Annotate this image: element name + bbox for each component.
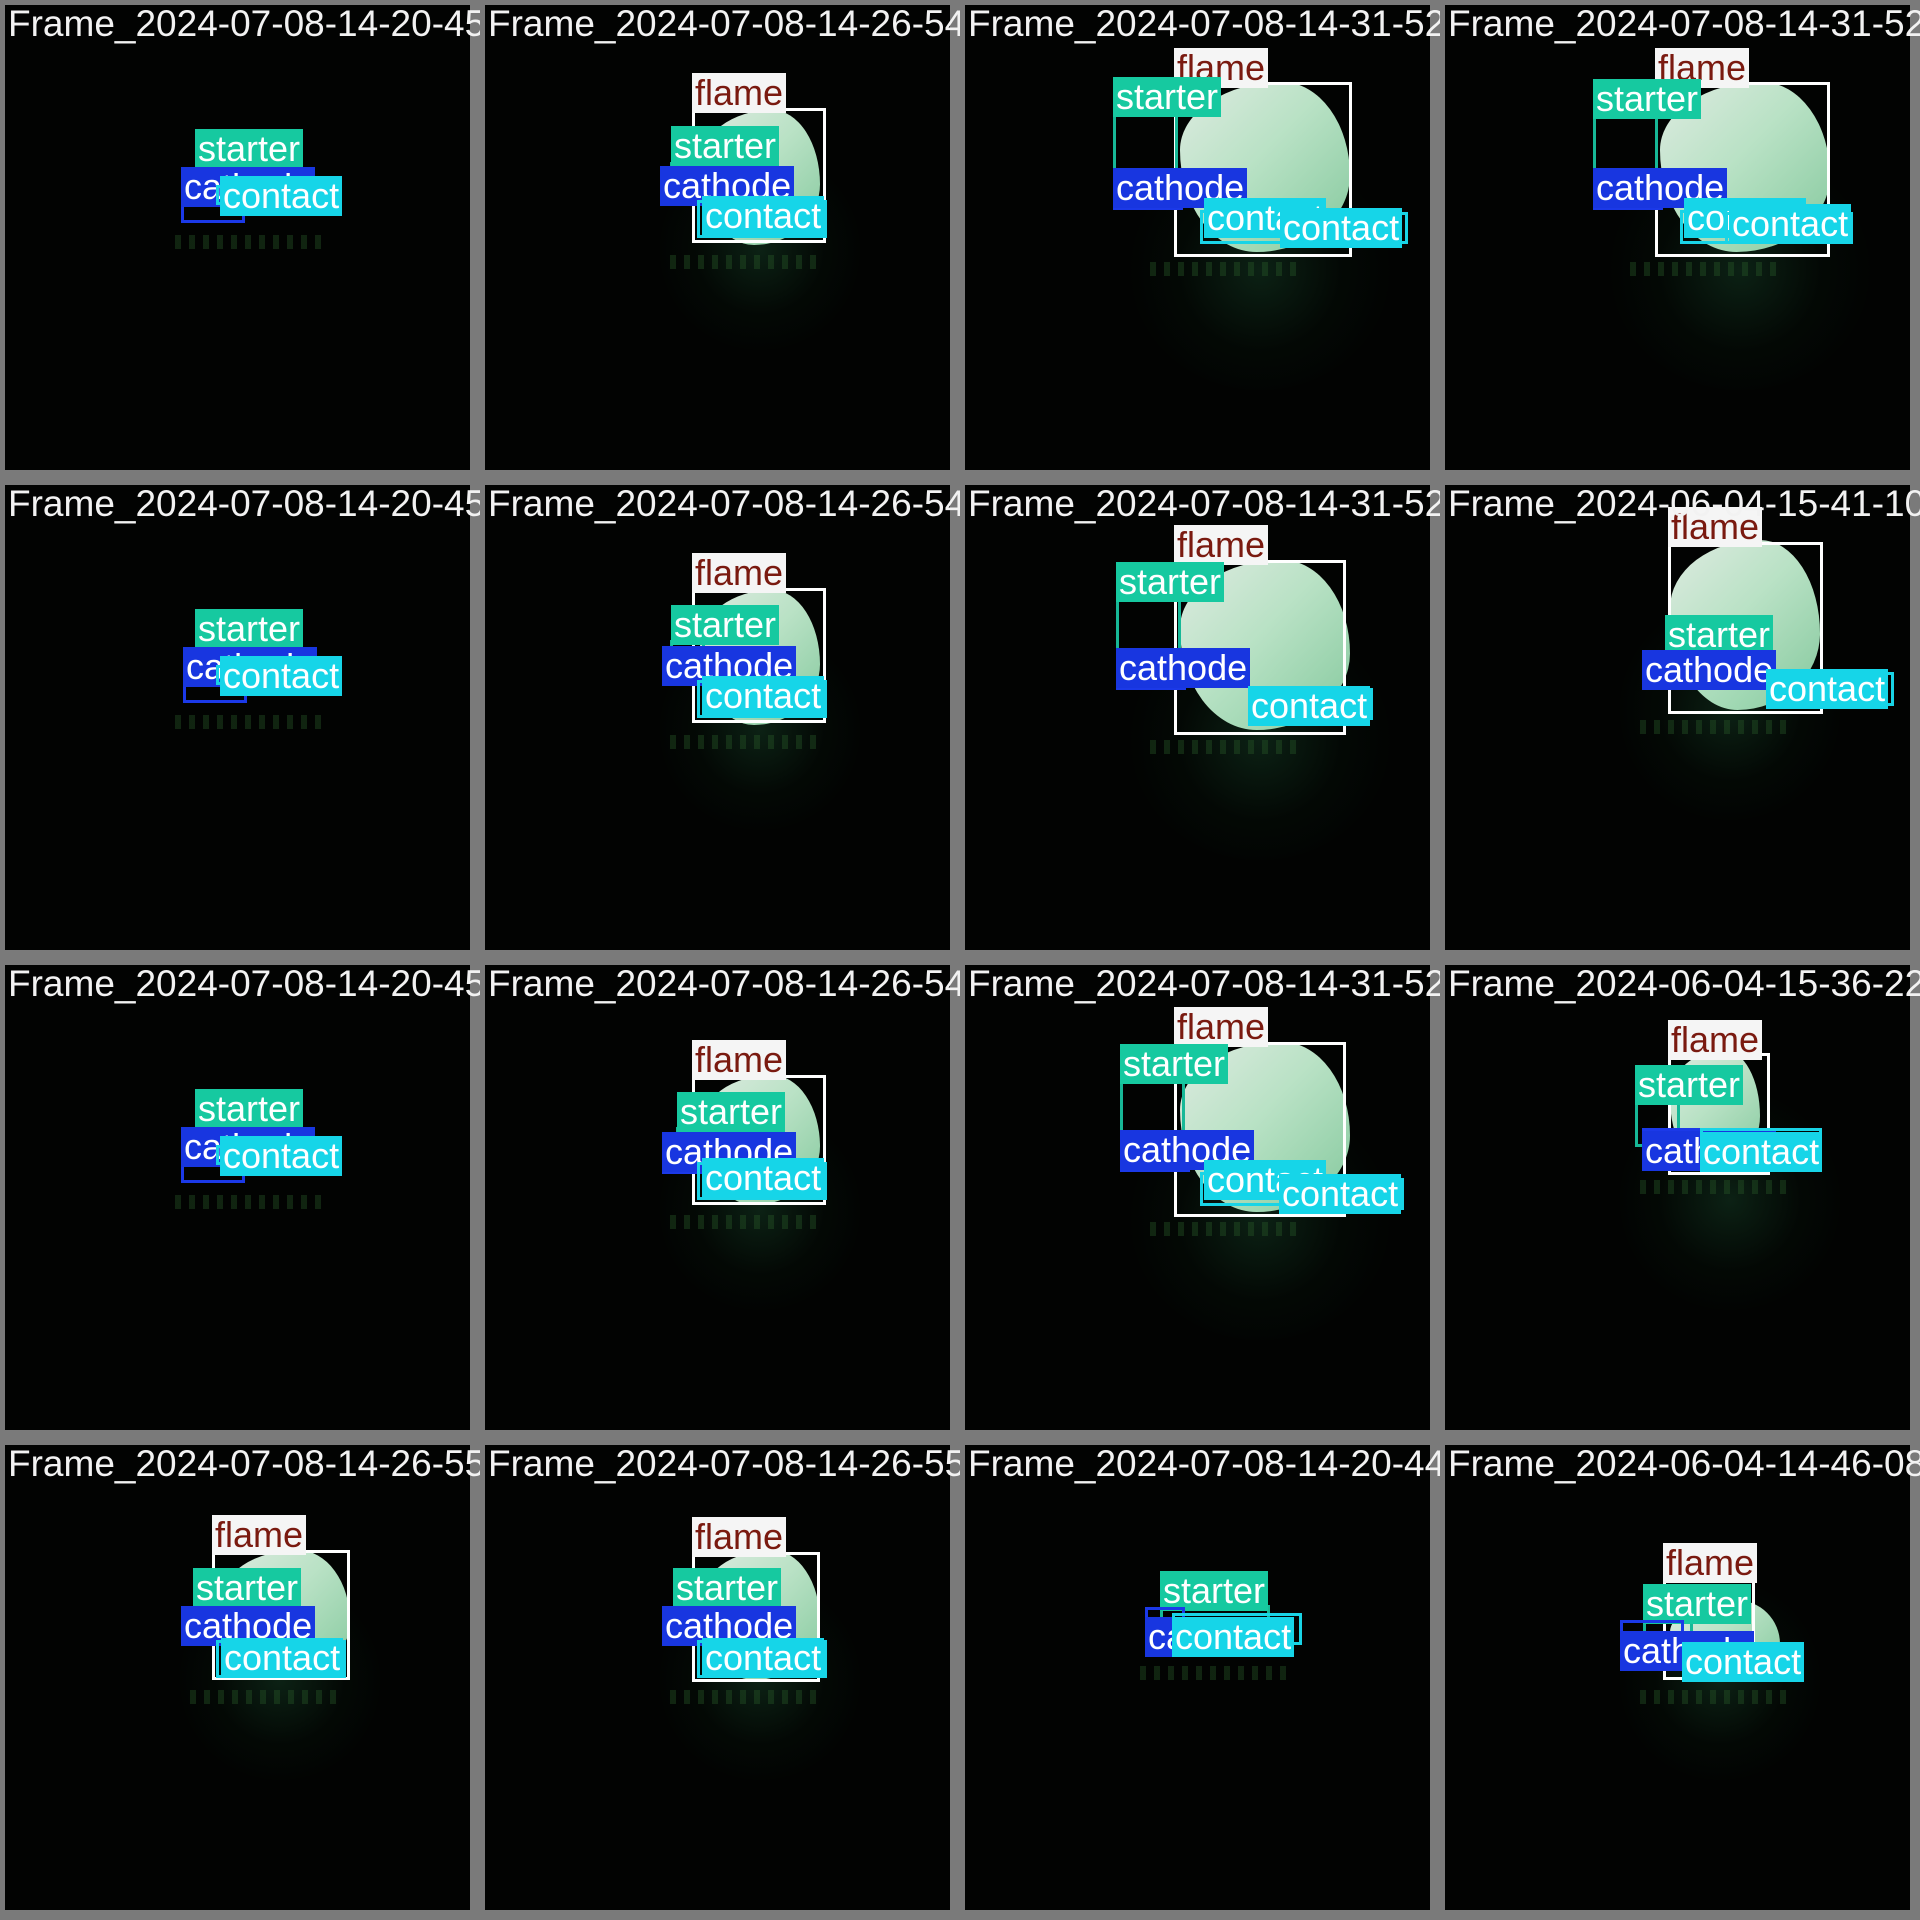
- contact-label: contact: [1172, 1617, 1295, 1657]
- tile-caption: Frame_2024-07-08-14-26-54-37622_jpg: [488, 483, 960, 524]
- tile-caption: Frame_2024-07-08-14-31-52-06147_jpg: [1448, 3, 1920, 44]
- ground-texture: [670, 1215, 820, 1229]
- starter-label: starter: [193, 1568, 302, 1608]
- starter-label: starter: [671, 126, 780, 166]
- frame-image: [5, 5, 470, 470]
- tile-caption: Frame_2024-07-08-14-31-52-43630_jpg: [968, 963, 1440, 1004]
- flame-label: flame: [692, 553, 787, 593]
- cathode-label: cathode: [1642, 650, 1777, 690]
- flame-label: flame: [692, 73, 787, 113]
- ground-texture: [1140, 1666, 1290, 1680]
- ground-texture: [670, 1690, 820, 1704]
- starter-label: starter: [1160, 1571, 1269, 1611]
- tile-caption: Frame_2024-07-08-14-20-44-56194_jpg: [968, 1443, 1440, 1484]
- flame-label: flame: [692, 1040, 787, 1080]
- ground-texture: [1630, 262, 1780, 276]
- image-tile[interactable]: flamestartercathodecontactFrame_2024-06-…: [1440, 1440, 1920, 1920]
- ground-texture: [1640, 1180, 1790, 1194]
- flame-label: flame: [692, 1517, 787, 1557]
- image-tile[interactable]: flame starter cathode contact Frame_2024-07-…: [960, 480, 1440, 960]
- flame-label: flame: [1668, 507, 1763, 547]
- starter-label: starter: [195, 129, 304, 169]
- contact-label: contact: [702, 196, 825, 236]
- flame-label: flame: [1174, 525, 1269, 565]
- contact-label: contact: [702, 1638, 825, 1678]
- contact-label: contact: [1766, 669, 1889, 709]
- starter-label: starter: [195, 1089, 304, 1129]
- ground-texture: [1640, 720, 1790, 734]
- image-tile[interactable]: startercathodecontactFrame_2024-07-08-14…: [0, 0, 480, 480]
- ground-texture: [175, 1195, 325, 1209]
- contact-label: contact: [220, 1136, 343, 1176]
- image-tile[interactable]: flame starter cathode contact Frame_2024-07-…: [480, 480, 960, 960]
- starter-label: starter: [1593, 79, 1702, 119]
- ground-texture: [1150, 1222, 1300, 1236]
- tile-caption: Frame_2024-07-08-14-26-55-91724_jpg: [8, 1443, 480, 1484]
- flame-label: flame: [1655, 48, 1750, 88]
- image-tile[interactable]: flame starter cathode contact Frame_2024-07-…: [480, 960, 960, 1440]
- tile-caption: Frame_2024-07-08-14-31-52-10348_jpg: [968, 483, 1440, 524]
- starter-label: starter: [677, 1092, 786, 1132]
- image-tile[interactable]: startercathodecontactFrame_2024-07-08-14…: [0, 960, 480, 1440]
- tile-caption: Frame_2024-07-08-14-26-54-78048_jpg: [488, 963, 960, 1004]
- starter-label: starter: [195, 609, 304, 649]
- contact-label: contact: [1280, 208, 1403, 248]
- frame-image: [5, 485, 470, 950]
- tile-caption: Frame_2024-07-08-14-20-45-15991_jpg: [8, 483, 480, 524]
- starter-label: starter: [1643, 1584, 1752, 1624]
- flame-label: flame: [1663, 1543, 1758, 1583]
- contact-label: contact: [220, 656, 343, 696]
- starter-label: starter: [1116, 562, 1225, 602]
- contact-label: contact: [1682, 1642, 1805, 1682]
- flame-label: flame: [212, 1515, 307, 1555]
- contact-label: contact: [220, 176, 343, 216]
- contact-label: contact: [1700, 1132, 1823, 1172]
- tile-caption: Frame_2024-07-08-14-26-54-21169_jpg: [488, 3, 960, 44]
- tile-caption: Frame_2024-06-04-15-41-10: [1448, 483, 1920, 524]
- tile-caption: Frame_2024-07-08-14-31-52-06147_jpg: [968, 3, 1440, 44]
- contact-label: contact: [702, 676, 825, 716]
- starter-label: starter: [1120, 1044, 1229, 1084]
- tile-caption: Frame_2024-06-04-14-46-08: [1448, 1443, 1920, 1484]
- image-tile[interactable]: startercathodecontactFrame_2024-07-08-14…: [0, 480, 480, 960]
- starter-label: starter: [1113, 77, 1222, 117]
- contact-label: contact: [702, 1158, 825, 1198]
- ground-texture: [190, 1690, 340, 1704]
- contact-label: contact: [1248, 686, 1371, 726]
- image-tile[interactable]: flame starter cathode contact Frame_2024-07-…: [480, 0, 960, 480]
- frame-image: [5, 965, 470, 1430]
- starter-label: starter: [671, 605, 780, 645]
- starter-label: starter: [673, 1568, 782, 1608]
- tile-caption: Frame_2024-07-08-14-20-45-04582-jpg_jpg: [8, 3, 480, 44]
- contact-label: contact: [1729, 204, 1852, 244]
- image-tile[interactable]: flame starter cathode contact Frame_2024-07-…: [480, 1440, 960, 1920]
- image-tile[interactable]: flamestartercathodecontactFrame_2024-06-…: [1440, 960, 1920, 1440]
- tile-caption: Frame_2024-07-08-14-20-45-31670_jpg: [8, 963, 480, 1004]
- flame-label: flame: [1668, 1020, 1763, 1060]
- frame-image: [965, 1445, 1430, 1910]
- tile-caption: Frame_2024-06-04-15-36-22: [1448, 963, 1920, 1004]
- image-tile[interactable]: flame starter cathode contact Frame_2024-07-…: [0, 1440, 480, 1920]
- starter-label: starter: [1665, 615, 1774, 655]
- ground-texture: [1150, 740, 1300, 754]
- ground-texture: [175, 715, 325, 729]
- contact-label: contact: [221, 1638, 344, 1678]
- contact-label: contact: [1279, 1174, 1402, 1214]
- ground-texture: [670, 255, 820, 269]
- starter-label: starter: [1635, 1065, 1744, 1105]
- image-tile[interactable]: flamestartercathodecontactcontactFrame_2…: [1440, 0, 1920, 480]
- image-tile[interactable]: startercathodecontactFrame_2024-07-08-14…: [960, 1440, 1440, 1920]
- tile-caption: Frame_2024-07-08-14-26-55-06350_jpg: [488, 1443, 960, 1484]
- ground-texture: [175, 235, 325, 249]
- cathode-label: cathode: [1116, 648, 1251, 688]
- ground-texture: [670, 735, 820, 749]
- ground-texture: [1640, 1690, 1790, 1704]
- flame-label: flame: [1174, 1007, 1269, 1047]
- ground-texture: [1150, 262, 1300, 276]
